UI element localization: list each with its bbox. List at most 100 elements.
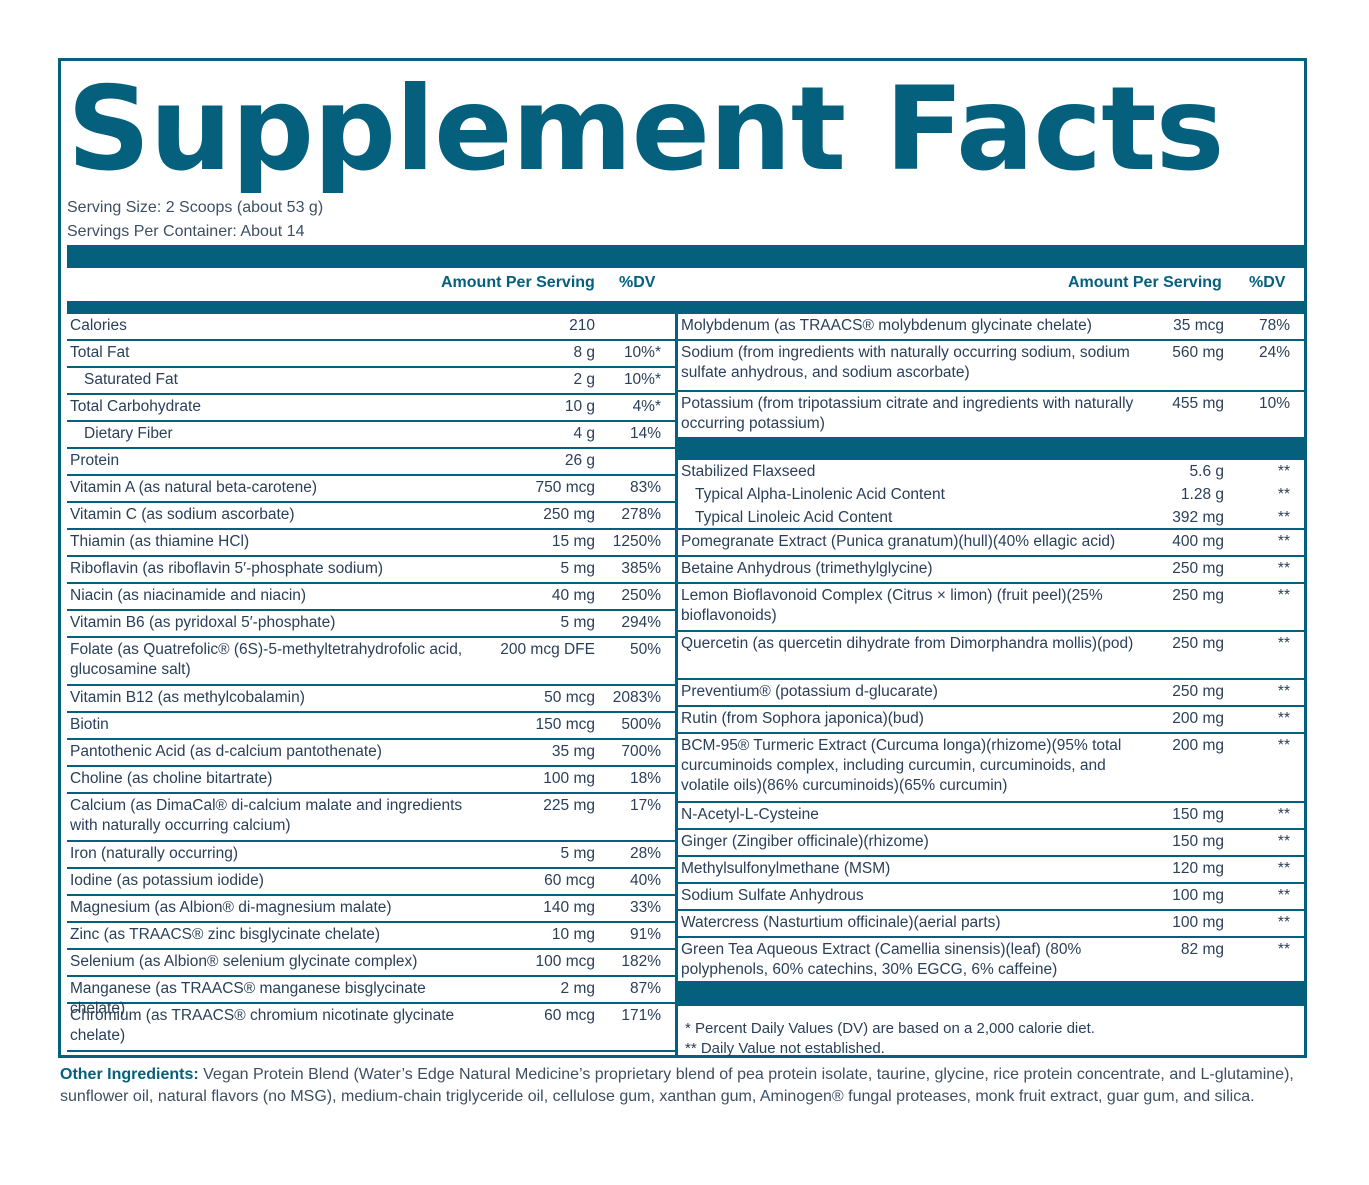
nutrient-name: Methylsulfonylmethane (MSM) xyxy=(681,860,891,877)
nutrient-row: Sodium (from ingredients with naturally … xyxy=(678,341,1304,392)
nutrient-amount: 35 mcg xyxy=(1173,317,1224,334)
nutrient-dv: 17% xyxy=(629,797,661,814)
nutrient-row: BCM-95® Turmeric Extract (Curcuma longa)… xyxy=(678,734,1304,803)
nutrient-row: Dietary Fiber 4 g 14% xyxy=(67,422,675,449)
nutrient-name: Vitamin B6 (as pyridoxal 5′-phosphate) xyxy=(70,614,336,631)
nutrient-amount: 150 mg xyxy=(1172,833,1224,850)
nutrient-dv: ** xyxy=(1277,941,1290,958)
nutrient-amount: 26 g xyxy=(564,452,595,469)
nutrient-row: Typical Alpha-Linolenic Acid Content 1.28… xyxy=(678,483,1304,506)
nutrient-amount: 100 mcg xyxy=(535,953,595,970)
nutrient-row: Methylsulfonylmethane (MSM) 120 mg ** xyxy=(678,857,1304,884)
nutrient-name: Chromium (as TRAACS® chromium nicotinate… xyxy=(70,1007,455,1044)
nutrient-dv: 10%* xyxy=(623,344,661,361)
nutrient-dv: ** xyxy=(1277,560,1290,577)
footnotes: * Percent Daily Values (DV) are based on… xyxy=(685,1019,1095,1059)
nutrient-amount: 4 g xyxy=(573,425,595,442)
nutrient-row: Iodine (as potassium iodide) 60 mcg 40% xyxy=(67,869,675,896)
nutrient-row: Vitamin A (as natural beta-carotene) 750 … xyxy=(67,476,675,503)
other-ingredients-label: Other Ingredients: xyxy=(60,1066,199,1083)
other-ingredients-text: Vegan Protein Blend (Water’s Edge Natura… xyxy=(60,1066,1294,1105)
nutrient-row: N-Acetyl-L-Cysteine 150 mg ** xyxy=(678,803,1304,830)
nutrient-row: Chromium (as TRAACS® chromium nicotinate… xyxy=(67,1004,675,1052)
nutrient-name: Total Fat xyxy=(70,344,130,361)
nutrient-row: Lemon Bioflavonoid Complex (Citrus × lim… xyxy=(678,584,1304,632)
nutrient-row: Typical Linoleic Acid Content 392 mg ** xyxy=(678,506,1304,530)
servings-per-container: Servings Per Container: About 14 xyxy=(67,223,305,240)
nutrient-name: N-Acetyl-L-Cysteine xyxy=(681,806,819,823)
nutrient-amount: 2 mg xyxy=(560,980,595,997)
serving-size: Serving Size: 2 Scoops (about 53 g) xyxy=(67,199,324,216)
nutrient-row: Niacin (as niacinamide and niacin) 40 mg 2… xyxy=(67,584,675,611)
nutrient-dv: ** xyxy=(1277,486,1290,503)
nutrient-name: Saturated Fat xyxy=(84,371,178,388)
nutrient-dv: 182% xyxy=(621,953,661,970)
nutrient-amount: 5 mg xyxy=(560,845,595,862)
nutrient-name: Thiamin (as thiamine HCl) xyxy=(70,533,250,550)
nutrient-name: Vitamin A (as natural beta-carotene) xyxy=(70,479,317,496)
nutrient-dv: 4%* xyxy=(632,398,661,415)
nutrient-amount: 150 mcg xyxy=(535,716,595,733)
nutrient-name: Selenium (as Albion® selenium glycinate … xyxy=(70,953,418,970)
nutrient-dv: 18% xyxy=(629,770,661,787)
nutrient-dv: ** xyxy=(1277,587,1290,604)
nutrient-amount: 5 mg xyxy=(560,560,595,577)
nutrient-row: Vitamin B12 (as methylcobalamin) 50 mcg 20… xyxy=(67,686,675,713)
nutrient-name: Potassium (from tripotassium citrate and… xyxy=(681,395,1134,432)
nutrient-name: Sodium (from ingredients with naturally … xyxy=(681,344,1130,381)
nutrient-amount: 250 mg xyxy=(1172,560,1224,577)
nutrient-name: BCM-95® Turmeric Extract (Curcuma longa)… xyxy=(681,737,1122,794)
nutrient-row: Quercetin (as quercetin dihydrate from D… xyxy=(678,632,1304,680)
nutrient-amount: 200 mg xyxy=(1172,737,1224,754)
nutrient-dv: 28% xyxy=(629,845,661,862)
right-col-dv-header: %DV xyxy=(1249,274,1286,291)
nutrient-amount: 100 mg xyxy=(1172,914,1224,931)
nutrient-name: Total Carbohydrate xyxy=(70,398,201,415)
nutrient-dv: 1250% xyxy=(612,533,661,550)
nutrient-row: Manganese (as TRAACS® manganese bisglyci… xyxy=(67,977,675,1017)
nutrient-name: Folate (as Quatrefolic® (6S)-5-methyltet… xyxy=(70,641,463,678)
nutrient-name: Riboflavin (as riboflavin 5′-phosphate s… xyxy=(70,560,384,577)
nutrient-name: Sodium Sulfate Anhydrous xyxy=(681,887,864,904)
nutrient-name: Molybdenum (as TRAACS® molybdenum glycin… xyxy=(681,317,1092,334)
nutrient-amount: 5 mg xyxy=(560,614,595,631)
nutrient-name: Zinc (as TRAACS® zinc bisglycinate chela… xyxy=(70,926,381,943)
nutrient-dv: ** xyxy=(1277,710,1290,727)
nutrient-amount: 560 mg xyxy=(1172,344,1224,361)
nutrient-amount: 60 mcg xyxy=(544,1007,595,1024)
nutrient-name: Vitamin B12 (as methylcobalamin) xyxy=(70,689,305,706)
nutrient-row: Calcium (as DimaCal® di-calcium malate a… xyxy=(67,794,675,842)
nutrient-dv: 33% xyxy=(629,899,661,916)
nutrient-dv: ** xyxy=(1277,683,1290,700)
nutrient-amount: 250 mg xyxy=(1172,683,1224,700)
nutrient-name: Manganese (as TRAACS® manganese bisglyci… xyxy=(70,980,426,1017)
nutrient-name: Magnesium (as Albion® di-magnesium malat… xyxy=(70,899,392,916)
nutrient-amount: 40 mg xyxy=(551,587,595,604)
nutrient-amount: 750 mcg xyxy=(535,479,595,496)
nutrient-name: Watercress (Nasturtium officinale)(aeria… xyxy=(681,914,1001,931)
nutrient-row: Watercress (Nasturtium officinale)(aeria… xyxy=(678,911,1304,938)
footer-bar xyxy=(678,981,1304,1006)
nutrient-amount: 10 mg xyxy=(551,926,595,943)
nutrient-amount: 50 mcg xyxy=(544,689,595,706)
nutrient-amount: 100 mg xyxy=(543,770,595,787)
nutrient-dv: 294% xyxy=(621,614,661,631)
nutrient-amount: 392 mg xyxy=(1172,509,1224,526)
nutrient-amount: 455 mg xyxy=(1172,395,1224,412)
nutrient-row: Ginger (Zingiber officinale)(rhizome) 150… xyxy=(678,830,1304,857)
nutrient-amount: 140 mg xyxy=(543,899,595,916)
nutrient-amount: 10 g xyxy=(564,398,595,415)
left-nutrient-table: Calories 210 Total Fat 8 g 10%* Saturated Fat… xyxy=(67,314,675,1052)
nutrient-dv: 50% xyxy=(629,641,661,658)
nutrient-name: Protein xyxy=(70,452,120,469)
nutrient-dv: 87% xyxy=(629,980,661,997)
nutrient-name: Betaine Anhydrous (trimethylglycine) xyxy=(681,560,933,577)
nutrient-row: Pantothenic Acid (as d-calcium pantothen… xyxy=(67,740,675,767)
nutrient-amount: 150 mg xyxy=(1172,806,1224,823)
nutrient-name: Niacin (as niacinamide and niacin) xyxy=(70,587,307,604)
nutrient-dv: 2083% xyxy=(612,689,661,706)
nutrient-name: Dietary Fiber xyxy=(84,425,173,442)
nutrient-amount: 60 mcg xyxy=(544,872,595,889)
nutrient-row: Potassium (from tripotassium citrate and… xyxy=(678,392,1304,439)
nutrient-name: Biotin xyxy=(70,716,109,733)
